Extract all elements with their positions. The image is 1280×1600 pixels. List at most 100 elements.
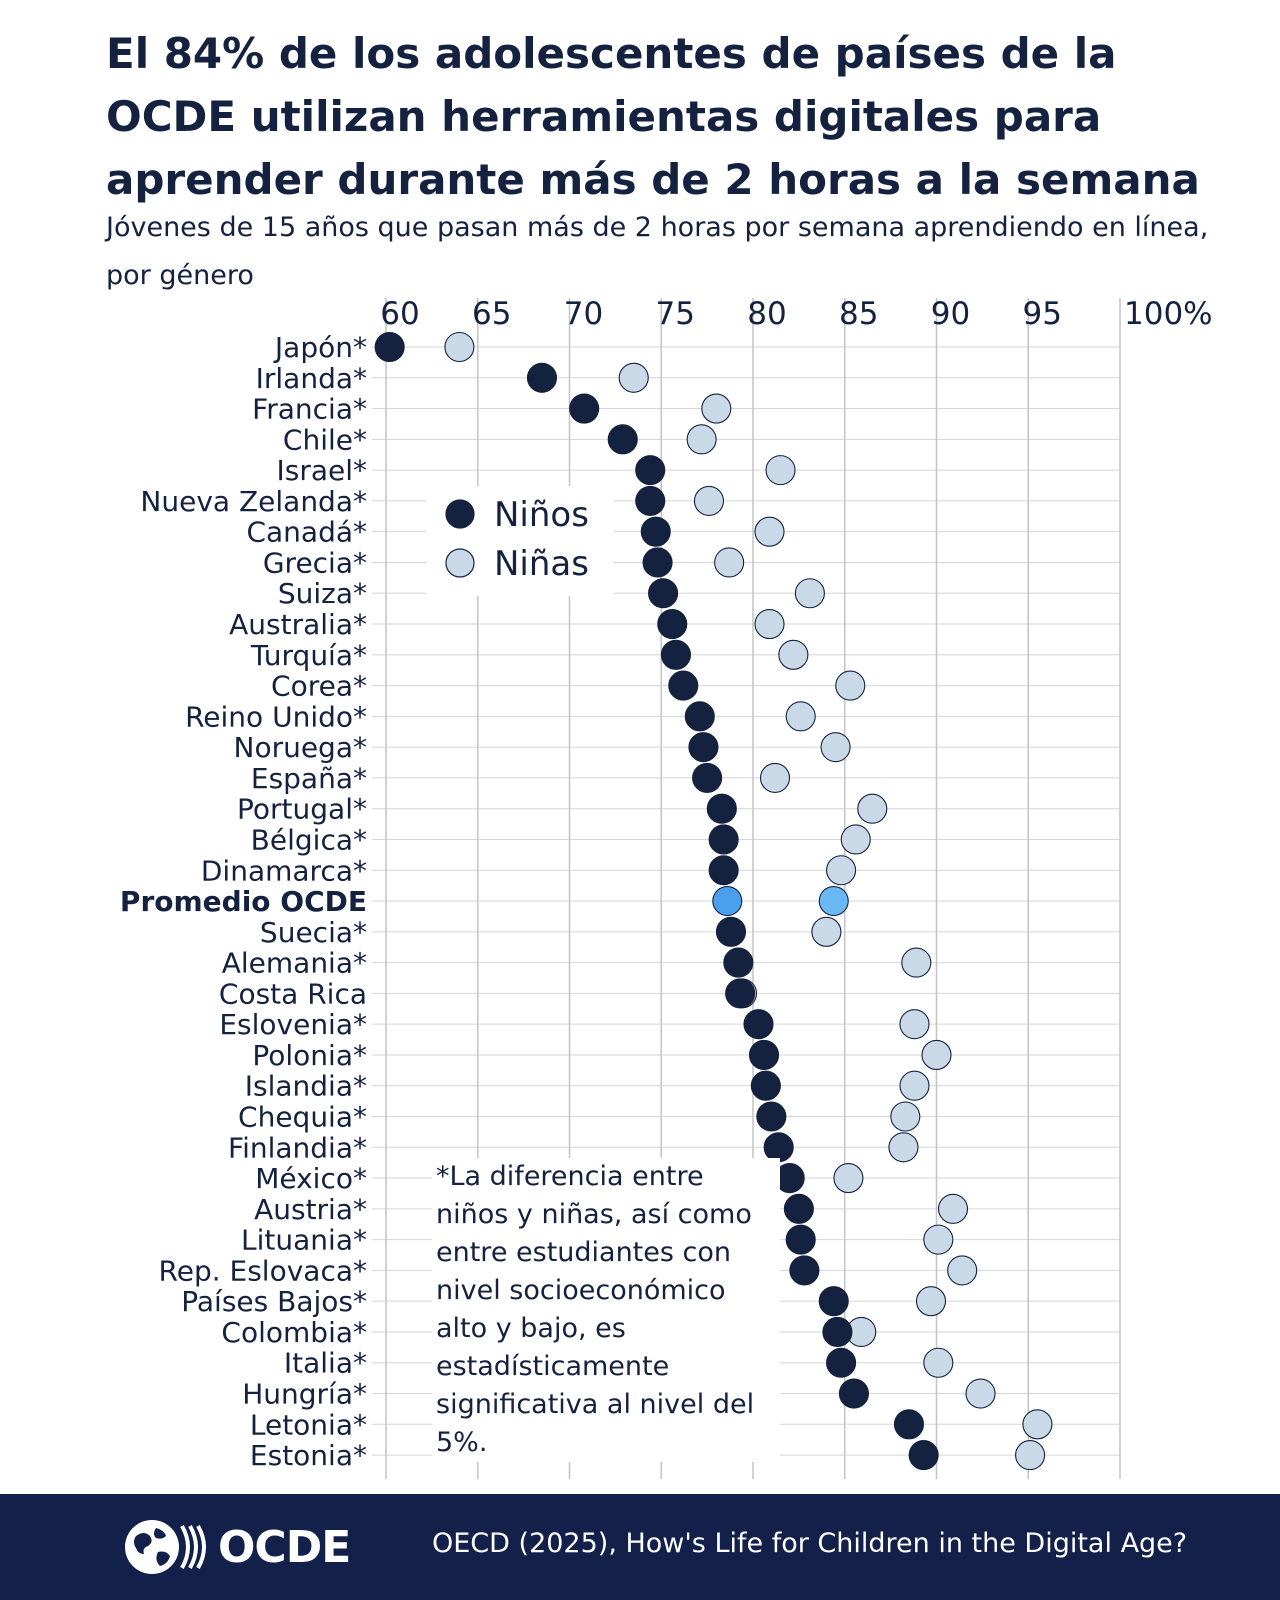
dot-ninos xyxy=(648,578,679,609)
dot-ninas xyxy=(923,1347,954,1378)
legend: Niños Niñas xyxy=(426,486,614,596)
dot-ninas xyxy=(923,1224,954,1255)
dot-ninos xyxy=(783,1193,814,1224)
dot-ninas xyxy=(1022,1409,1053,1440)
category-label: Bélgica* xyxy=(251,823,367,856)
category-label: Islandia* xyxy=(245,1070,367,1103)
category-label: Chile* xyxy=(283,423,367,456)
dot-ninas xyxy=(937,1193,969,1224)
category-label: Grecia* xyxy=(263,546,367,579)
dot-ninas xyxy=(833,1163,864,1194)
x-tick-label: 65 xyxy=(472,296,511,332)
dot-ninas xyxy=(778,639,809,670)
dot-ninos xyxy=(893,1409,925,1440)
category-label: Reino Unido* xyxy=(185,700,367,733)
dot-ninas xyxy=(811,916,842,947)
dot-ninos xyxy=(660,639,691,670)
category-label: Corea* xyxy=(271,670,367,703)
source-citation: OECD (2025), How's Life for Children in … xyxy=(432,1528,1188,1559)
category-label: Costa Rica xyxy=(219,977,367,1010)
dot-ninos xyxy=(708,855,739,886)
category-label: Chequia* xyxy=(238,1101,367,1134)
dot-ninas xyxy=(618,362,649,393)
logo-wordmark: OCDE xyxy=(218,1521,351,1573)
series-ninas xyxy=(444,331,1053,1471)
dot-ninos xyxy=(712,885,743,917)
category-label: Países Bajos* xyxy=(181,1285,367,1318)
dot-ninos xyxy=(715,916,747,947)
dot-ninos xyxy=(750,1070,781,1101)
dot-ninas xyxy=(915,1286,947,1317)
category-label: Japón* xyxy=(273,331,367,364)
dot-ninos xyxy=(756,1101,787,1132)
category-label: México* xyxy=(255,1162,367,1195)
dot-ninas xyxy=(965,1378,996,1409)
category-label: Austria* xyxy=(254,1193,367,1226)
chart-title-line: El 84% de los adolescentes de países de … xyxy=(106,29,1117,78)
dot-ninos xyxy=(725,978,756,1009)
dot-ninas xyxy=(444,331,475,363)
category-label: Suecia* xyxy=(260,916,367,949)
dot-ninas xyxy=(899,1009,930,1040)
dot-ninas xyxy=(826,855,857,886)
chart-subtitle: Jóvenes de 15 años que pasan más de 2 ho… xyxy=(106,212,1209,291)
category-label: Nueva Zelanda* xyxy=(140,485,367,518)
dot-ninos xyxy=(640,516,671,547)
x-axis-ticks: 60 65 70 75 80 85 90 95 100% xyxy=(380,296,1212,332)
dot-ninos xyxy=(785,1224,816,1255)
category-label: España* xyxy=(251,762,367,795)
category-label: Irlanda* xyxy=(256,362,367,395)
legend-marker-ninos xyxy=(445,499,475,529)
dot-ninos xyxy=(688,732,719,763)
series-ninos xyxy=(374,331,939,1471)
x-tick-label: 85 xyxy=(839,296,878,332)
dot-ninos xyxy=(743,1009,774,1040)
dot-ninos xyxy=(526,362,558,393)
dot-ninas xyxy=(818,885,849,917)
category-label: Promedio OCDE xyxy=(120,885,367,918)
dot-ninos xyxy=(706,793,737,824)
dot-ninos xyxy=(789,1255,820,1286)
category-label: Italia* xyxy=(284,1347,367,1380)
dot-ninas xyxy=(857,793,888,824)
category-label: Rep. Eslovaca* xyxy=(159,1254,367,1287)
category-label: Finlandia* xyxy=(228,1131,367,1164)
category-label: Francia* xyxy=(252,393,367,426)
dot-ninas xyxy=(1015,1440,1046,1471)
legend-label-ninos: Niños xyxy=(494,495,589,535)
x-tick-label: 100% xyxy=(1124,296,1213,332)
category-label: Letonia* xyxy=(250,1408,367,1441)
dot-ninas xyxy=(754,608,785,640)
dot-ninos xyxy=(569,393,600,424)
dot-ninas xyxy=(785,701,816,732)
dot-ninos xyxy=(908,1440,939,1471)
legend-marker-ninas xyxy=(445,548,475,578)
category-label: Lituania* xyxy=(241,1224,367,1257)
chart-title-line: OCDE utilizan herramientas digitales par… xyxy=(106,92,1102,141)
category-label: Noruega* xyxy=(234,731,368,764)
dot-ninos xyxy=(818,1286,849,1317)
x-tick-label: 60 xyxy=(380,296,419,332)
significance-footnote: *La diferencia entre niños y niñas, así … xyxy=(432,1158,780,1462)
dot-ninas xyxy=(835,670,866,701)
dot-ninas xyxy=(765,455,796,486)
legend-label-ninas: Niñas xyxy=(494,544,589,584)
category-label: Hungría* xyxy=(242,1378,367,1411)
chart-title-line: aprender durante más de 2 horas a la sem… xyxy=(106,155,1200,204)
category-label: Eslovenia* xyxy=(219,1008,367,1041)
dot-ninas xyxy=(947,1255,978,1286)
dot-ninos xyxy=(635,455,666,486)
x-tick-label: 90 xyxy=(931,296,970,332)
dot-ninas xyxy=(686,424,717,455)
category-label: Turquía* xyxy=(250,639,367,672)
dot-ninas xyxy=(714,547,745,578)
chart-title: El 84% de los adolescentes de países de … xyxy=(106,22,1226,211)
category-label: Suiza* xyxy=(278,577,367,610)
dot-ninos xyxy=(822,1316,853,1348)
dot-plot: 60 65 70 75 80 85 90 95 100% Japón*Irlanda*Franc… xyxy=(120,296,1213,1480)
category-label: Israel* xyxy=(276,454,367,487)
x-tick-label: 75 xyxy=(656,296,695,332)
dot-ninas xyxy=(888,1132,919,1163)
category-label: Canadá* xyxy=(246,516,367,549)
category-label: Polonia* xyxy=(252,1039,367,1072)
